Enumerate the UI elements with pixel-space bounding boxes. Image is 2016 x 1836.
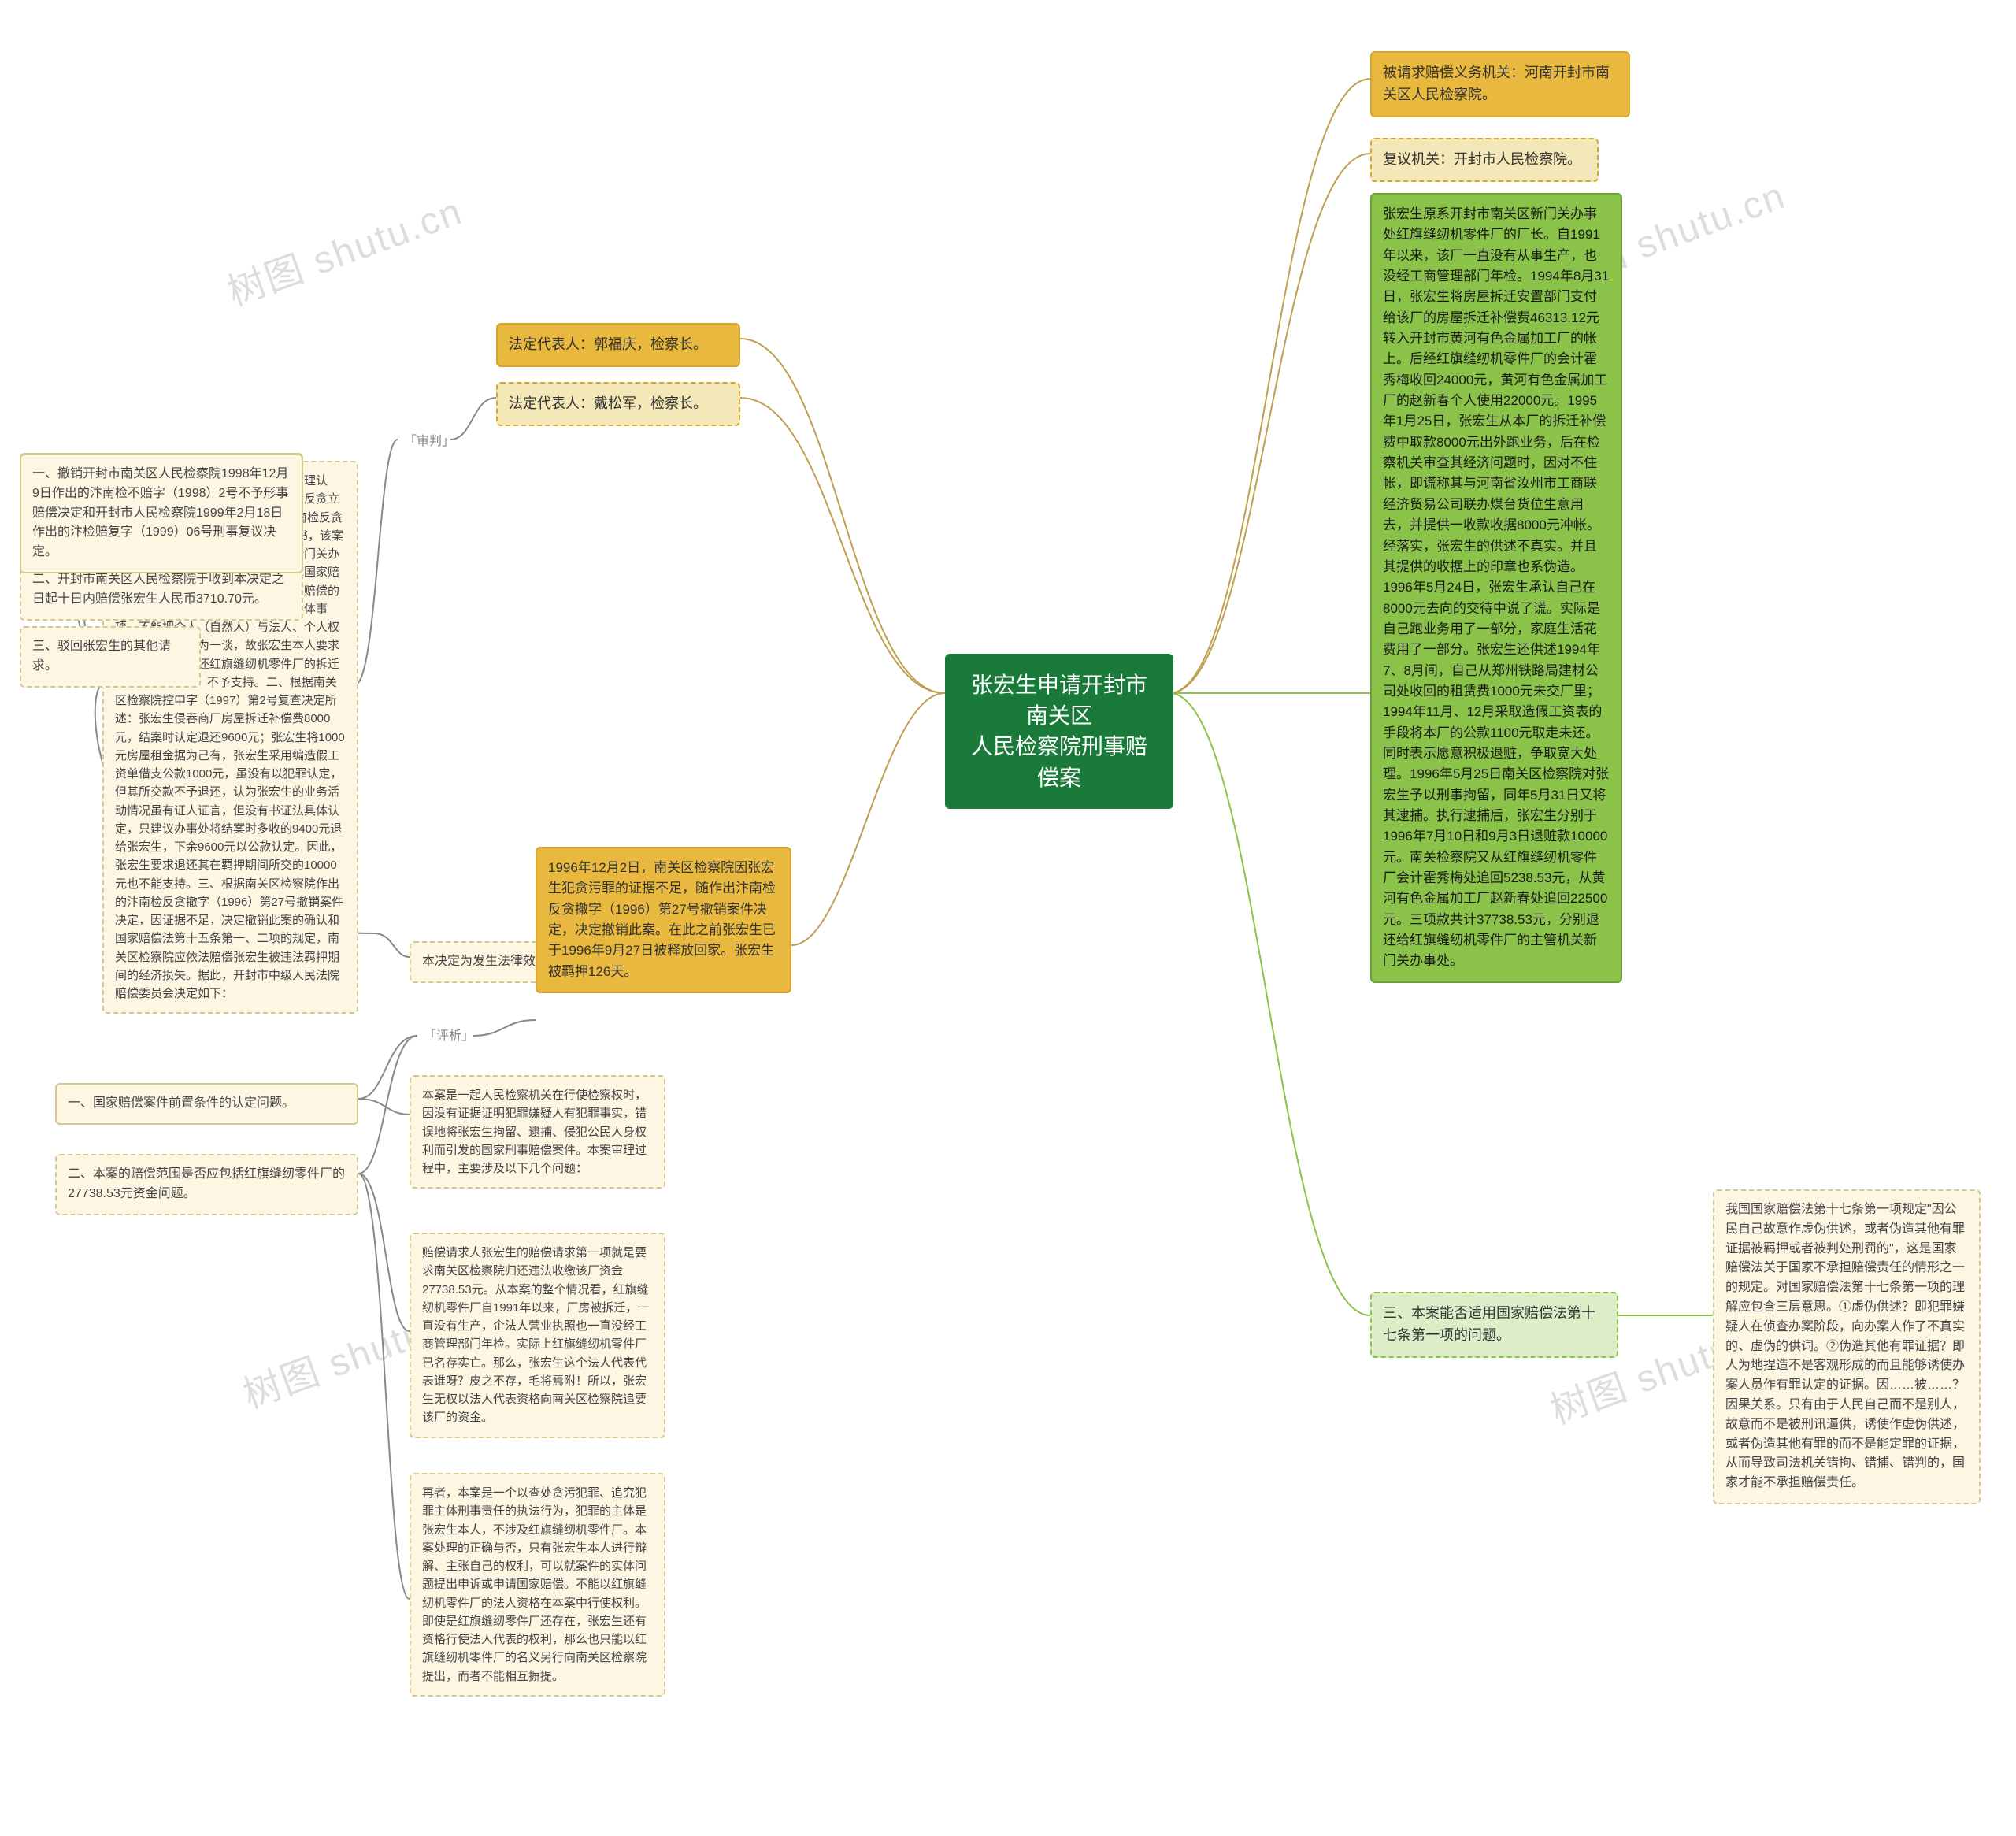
- node-rep-2[interactable]: 法定代表人：戴松军，检察长。: [496, 382, 740, 426]
- node-facts[interactable]: 张宏生原系开封市南关区新门关办事处红旗缝纫机零件厂的厂长。自1991年以来，该厂…: [1370, 193, 1622, 983]
- root-node[interactable]: 张宏生申请开封市南关区 人民检察院刑事赔偿案: [945, 654, 1173, 809]
- node-issue-2-detail-2[interactable]: 再者，本案是一个以查处贪污犯罪、追究犯罪主体刑事责任的执法行为，犯罪的主体是张宏…: [410, 1473, 665, 1697]
- node-issue-2[interactable]: 二、本案的赔偿范围是否应包括红旗缝纫零件厂的27738.53元资金问题。: [55, 1154, 358, 1215]
- node-claim-authority[interactable]: 被请求赔偿义务机关：河南开封市南关区人民检察院。: [1370, 51, 1630, 117]
- node-issue-1[interactable]: 一、国家赔偿案件前置条件的认定问题。: [55, 1083, 358, 1125]
- node-rep-1[interactable]: 法定代表人：郭福庆，检察长。: [496, 323, 740, 367]
- node-detention[interactable]: 1996年12月2日，南关区检察院因张宏生犯贪污罪的证据不足，随作出汴南检反贪撤…: [536, 847, 791, 993]
- tag-eval: 「评析」: [417, 1024, 480, 1050]
- tag-trial: 「审判」: [398, 429, 461, 455]
- node-issue-1-detail[interactable]: 本案是一起人民检察机关在行使检察权时，因没有证据证明犯罪嫌疑人有犯罪事实，错误地…: [410, 1075, 665, 1189]
- node-judgement-1[interactable]: 一、撤销开封市南关区人民检察院1998年12月9日作出的汴南检不赔字（1998）…: [20, 454, 303, 573]
- root-title: 张宏生申请开封市南关区 人民检察院刑事赔偿案: [971, 673, 1147, 790]
- node-judgement-3[interactable]: 三、驳回张宏生的其他请求。: [20, 626, 201, 688]
- node-issue-3[interactable]: 三、本案能否适用国家赔偿法第十七条第一项的问题。: [1370, 1292, 1618, 1358]
- node-review-authority[interactable]: 复议机关：开封市人民检察院。: [1370, 138, 1599, 182]
- node-issue-3-detail[interactable]: 我国国家赔偿法第十七条第一项规定"因公民自己故意作虚伪供述，或者伪造其他有罪证据…: [1713, 1189, 1981, 1504]
- node-issue-2-detail-1[interactable]: 赔偿请求人张宏生的赔偿请求第一项就是要求南关区检察院归还违法收缴该厂资金2773…: [410, 1233, 665, 1438]
